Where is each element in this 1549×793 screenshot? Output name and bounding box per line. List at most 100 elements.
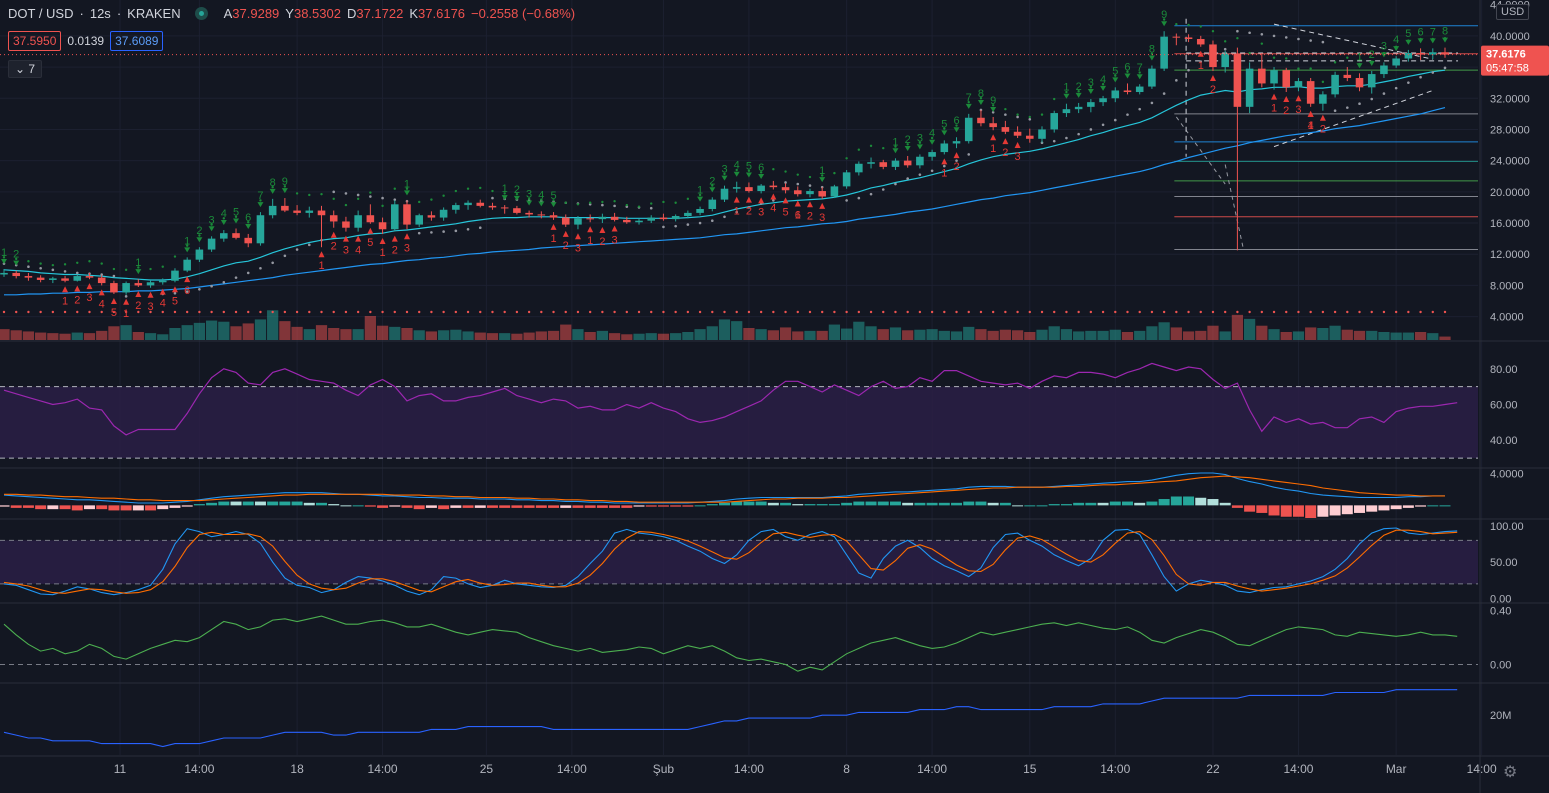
volume-bar: [0, 329, 10, 340]
td-buy-arrow: [770, 193, 777, 200]
rsi-tick-label: 80.00: [1490, 364, 1518, 376]
sell-button[interactable]: 37.5950: [8, 31, 62, 51]
buy-button[interactable]: 37.6089: [110, 31, 164, 51]
signal-dot: [466, 187, 470, 190]
pane-separators[interactable]: [0, 340, 1549, 757]
volume-bar: [1097, 330, 1109, 340]
volume-bar: [499, 333, 511, 340]
currency-button[interactable]: USD: [1496, 4, 1530, 20]
macd-histogram-bar: [450, 505, 462, 508]
volume-ma-dot: [784, 310, 787, 314]
volume-bar: [438, 330, 450, 340]
time-tick-label: Mar: [1386, 762, 1407, 776]
volume-bar: [96, 330, 108, 340]
candle-body: [1062, 109, 1071, 114]
signal-dot: [967, 100, 970, 104]
signal-dot: [1309, 67, 1312, 70]
volume-ma-dot: [1004, 310, 1007, 314]
volume-bar: [1073, 331, 1085, 340]
volume-ma-dot: [1040, 310, 1044, 314]
candle-body: [171, 270, 179, 281]
volume-bar: [706, 326, 718, 340]
symbol-name[interactable]: DOT / USD: [8, 6, 74, 21]
volume-ma-dot: [1175, 310, 1178, 314]
signal-dot: [1114, 74, 1117, 77]
volume-ma-dot: [1370, 310, 1373, 314]
settings-gear-icon[interactable]: ⚙: [1503, 764, 1518, 781]
td-buy-count: 2: [1283, 105, 1289, 117]
macd-histogram-bar: [1390, 505, 1402, 510]
td-sell-count: 1: [184, 235, 190, 247]
psar-dot: [967, 153, 971, 156]
signal-dot: [1040, 113, 1044, 116]
symbol-interval[interactable]: 12s: [89, 6, 111, 21]
macd-histogram-bar: [1231, 505, 1243, 508]
td-buy-count: 1: [380, 247, 386, 259]
macd-histogram-bar: [975, 501, 987, 506]
volume-bar: [486, 333, 499, 340]
psar-dot: [710, 219, 714, 222]
td-buy-arrow: [318, 251, 325, 258]
psar-dot: [478, 226, 482, 230]
psar-dot: [1126, 113, 1129, 116]
signal-dot: [1248, 51, 1251, 55]
candle-body: [513, 208, 521, 213]
volume-ma-dot: [1309, 310, 1312, 314]
candle-body: [342, 221, 350, 228]
td-sell-arrow: [1100, 85, 1107, 91]
candle-body: [1270, 70, 1278, 84]
td-buy-arrow: [794, 200, 801, 207]
signal-dot: [723, 172, 726, 176]
macd-histogram-bar: [1109, 501, 1121, 506]
volume-ma-dot: [1346, 310, 1349, 314]
td-buy-arrow: [562, 230, 569, 237]
td-buy-arrow: [819, 202, 826, 209]
indicators-toggle-button[interactable]: ⌄ 7: [8, 60, 43, 78]
candle-body: [1013, 131, 1022, 136]
macd-histogram-bar: [1085, 502, 1097, 506]
trend-drawings[interactable]: [1175, 18, 1458, 250]
psar-dot: [772, 199, 775, 202]
psar-dot: [1065, 136, 1068, 140]
td-sell-arrow: [733, 171, 740, 177]
volume-bar: [1146, 326, 1158, 340]
td-sell-arrow: [1161, 21, 1168, 27]
signal-dot: [784, 170, 787, 173]
volume-bar: [718, 319, 731, 340]
candle-body: [525, 212, 533, 215]
td-buy-arrow: [1307, 110, 1314, 117]
signal-dot: [1382, 51, 1386, 55]
signal-dot: [674, 201, 677, 204]
volume-ma-dot: [857, 310, 861, 314]
td-buy-count: 2: [953, 161, 959, 173]
horizontal-levels[interactable]: [1174, 25, 1478, 251]
volume-bar: [218, 321, 230, 340]
macd-histogram-bar: [83, 505, 95, 510]
volume-ma-dot: [430, 310, 433, 314]
symbol-exchange[interactable]: KRAKEN: [127, 6, 181, 21]
macd-histogram-bar: [1256, 505, 1268, 513]
psar-dot: [869, 192, 873, 196]
stoch-band-fill: [0, 540, 1478, 584]
candle-body: [476, 202, 485, 206]
candle-body: [867, 162, 875, 164]
candle-body: [855, 163, 863, 173]
candle-body: [586, 218, 594, 220]
candle-body: [12, 272, 20, 277]
time-axis[interactable]: 11 14:00 18 14:00 25 14:00 Şub 14:00 8 14:00 15 14:…: [114, 762, 1497, 776]
td-sell-count: 3: [917, 132, 923, 144]
candle-body: [671, 216, 680, 220]
td-sell-arrow: [965, 103, 972, 109]
psar-dot: [747, 206, 751, 209]
psar-dot: [63, 270, 67, 273]
td-buy-arrow: [953, 152, 960, 159]
ema-fast-line: [3, 69, 1446, 281]
signal-dot: [76, 261, 79, 264]
macd-histogram-bar: [865, 501, 877, 506]
td-sell-count: 2: [905, 134, 911, 146]
volume-ma-dot: [1126, 310, 1129, 314]
psar-dot: [369, 195, 372, 198]
candle-body: [232, 233, 240, 238]
candle-body: [879, 162, 888, 167]
